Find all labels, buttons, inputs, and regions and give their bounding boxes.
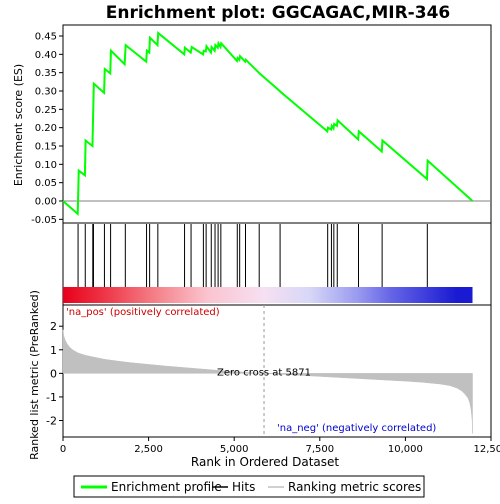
es-y-tick-label: 0.35 (35, 68, 57, 79)
es-y-axis-label: Enrichment score (ES) (12, 64, 25, 186)
x-tick-label: 0 (60, 444, 66, 455)
rank-y-tick-label: 2 (50, 320, 57, 333)
rank-y-tick-label: -1 (46, 391, 57, 404)
x-tick-label: 5,000 (220, 444, 249, 455)
x-tick-label: 2,500 (134, 444, 163, 455)
rank-y-axis-label: Ranked list metric (PreRanked) (28, 290, 41, 460)
rank-y-tick-label: 1 (50, 344, 57, 357)
x-tick-label: 10,000 (388, 444, 423, 455)
es-plot-frame (63, 25, 491, 223)
zero-cross-label: Zero cross at 5871 (217, 367, 311, 378)
rank-y-tick-label: -2 (46, 415, 57, 428)
negative-correlation-label: 'na_neg' (negatively correlated) (277, 423, 436, 434)
es-y-tick-label: 0.30 (35, 87, 57, 98)
es-y-tick-label: 0.15 (35, 142, 57, 153)
legend-label-2: Ranking metric scores (288, 480, 421, 494)
enrichment-score-panel: -0.05 0.00 0.05 0.10 0.15 0.20 0.25 0.30 0.35 0.4… (31, 25, 491, 226)
hits-panel (63, 223, 491, 305)
x-tick-label: 12,500 (474, 444, 500, 455)
es-y-tick-label: 0.00 (35, 197, 57, 208)
es-y-tick-label: 0.10 (35, 160, 57, 171)
positive-correlation-label: 'na_pos' (positively correlated) (66, 307, 220, 318)
es-y-tick-label: -0.05 (31, 215, 57, 226)
chart-title: Enrichment plot: GGCAGAC,MIR-346 (106, 3, 450, 23)
x-tick-label: 7,500 (305, 444, 334, 455)
es-y-tick-label: 0.05 (35, 178, 57, 189)
legend-label-0: Enrichment profile (111, 480, 222, 494)
legend: Enrichment profile Hits Ranking metric sco… (74, 476, 424, 497)
ranked-metric-panel: 2 1 0 -1 -2 'na_pos' (positively correlated) Z… (46, 305, 491, 437)
es-y-tick-label: 0.40 (35, 50, 57, 61)
x-axis: 0 2,500 5,000 7,500 10,000 12,500 (60, 437, 500, 455)
ranked-color-bar (63, 287, 473, 303)
x-axis-label: Rank in Ordered Dataset (191, 455, 339, 469)
legend-label-1: Hits (232, 480, 255, 494)
es-y-tick-label: 0.45 (35, 32, 57, 43)
es-y-tick-label: 0.25 (35, 105, 57, 116)
es-y-tick-label: 0.20 (35, 123, 57, 134)
rank-y-tick-label: 0 (50, 367, 57, 380)
